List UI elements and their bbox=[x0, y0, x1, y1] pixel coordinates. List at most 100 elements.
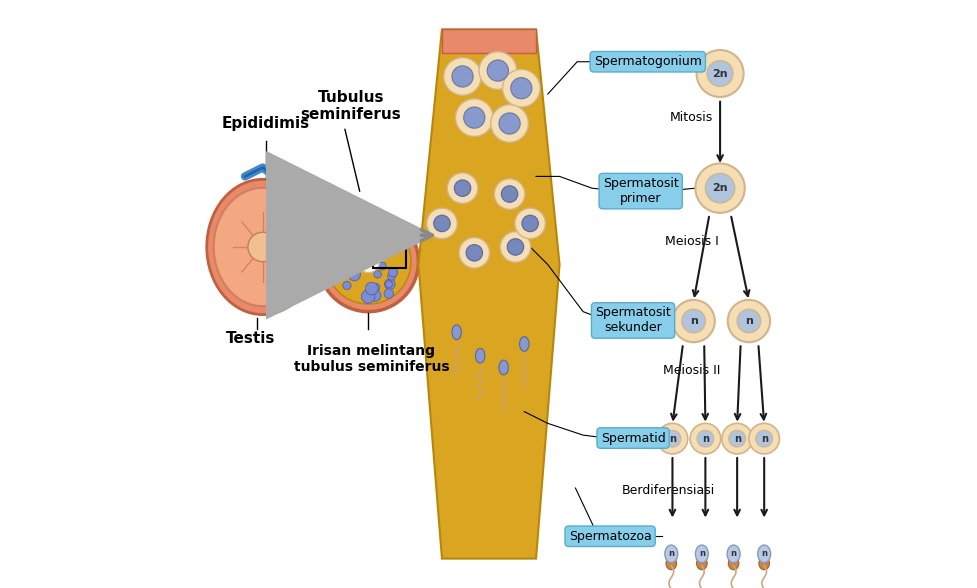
Circle shape bbox=[522, 215, 538, 232]
Circle shape bbox=[493, 179, 525, 209]
Text: n: n bbox=[699, 549, 704, 559]
Circle shape bbox=[507, 239, 523, 255]
Text: n: n bbox=[689, 316, 697, 326]
Ellipse shape bbox=[757, 545, 770, 563]
Circle shape bbox=[346, 245, 355, 254]
Circle shape bbox=[351, 266, 360, 275]
Circle shape bbox=[371, 283, 379, 292]
Ellipse shape bbox=[475, 348, 485, 363]
Circle shape bbox=[502, 69, 539, 107]
Circle shape bbox=[446, 173, 478, 203]
Ellipse shape bbox=[758, 557, 769, 570]
Text: n: n bbox=[744, 316, 752, 326]
Circle shape bbox=[387, 272, 395, 280]
Circle shape bbox=[479, 52, 516, 89]
Circle shape bbox=[696, 50, 743, 97]
Text: Spermatosit
primer: Spermatosit primer bbox=[602, 177, 678, 205]
Text: Mitosis: Mitosis bbox=[669, 111, 713, 124]
Circle shape bbox=[690, 423, 720, 454]
Text: Meiosis I: Meiosis I bbox=[664, 235, 718, 248]
Circle shape bbox=[721, 423, 751, 454]
Circle shape bbox=[348, 269, 360, 281]
Circle shape bbox=[378, 262, 386, 270]
Text: Testis: Testis bbox=[226, 330, 276, 346]
Circle shape bbox=[319, 212, 418, 312]
Text: Spermatid: Spermatid bbox=[600, 432, 664, 445]
Circle shape bbox=[748, 423, 779, 454]
Ellipse shape bbox=[696, 557, 706, 570]
Circle shape bbox=[466, 245, 482, 261]
Circle shape bbox=[657, 423, 687, 454]
Text: Meiosis II: Meiosis II bbox=[662, 364, 720, 377]
Circle shape bbox=[385, 280, 392, 288]
Circle shape bbox=[349, 255, 359, 265]
Circle shape bbox=[358, 250, 379, 273]
Circle shape bbox=[349, 249, 357, 258]
Circle shape bbox=[372, 242, 379, 250]
Text: n: n bbox=[760, 433, 767, 444]
Text: Spermatozoa: Spermatozoa bbox=[569, 530, 651, 543]
Text: n: n bbox=[668, 433, 675, 444]
Ellipse shape bbox=[206, 179, 319, 315]
FancyArrowPatch shape bbox=[267, 152, 433, 319]
Text: n: n bbox=[667, 549, 673, 559]
Text: n: n bbox=[701, 433, 708, 444]
Text: Berdiferensiasi: Berdiferensiasi bbox=[621, 485, 714, 497]
Circle shape bbox=[695, 163, 744, 213]
Text: Irisan melintang
tubulus seminiferus: Irisan melintang tubulus seminiferus bbox=[293, 343, 448, 374]
Circle shape bbox=[463, 107, 485, 128]
Text: n: n bbox=[730, 549, 736, 559]
Bar bbox=[373, 229, 405, 268]
Ellipse shape bbox=[726, 545, 740, 563]
Circle shape bbox=[348, 266, 358, 277]
Circle shape bbox=[728, 430, 744, 447]
Circle shape bbox=[697, 430, 713, 447]
Circle shape bbox=[663, 430, 680, 447]
Circle shape bbox=[342, 281, 351, 290]
Text: 2n: 2n bbox=[711, 68, 727, 79]
Circle shape bbox=[681, 309, 704, 333]
Text: Tubulus
seminiferus: Tubulus seminiferus bbox=[300, 89, 401, 122]
Text: n: n bbox=[760, 549, 766, 559]
Circle shape bbox=[247, 232, 277, 262]
Text: Spermatogonium: Spermatogonium bbox=[593, 55, 701, 68]
Circle shape bbox=[737, 309, 760, 333]
Circle shape bbox=[490, 105, 528, 142]
Ellipse shape bbox=[498, 360, 508, 375]
Circle shape bbox=[361, 290, 374, 303]
Circle shape bbox=[333, 239, 346, 252]
Circle shape bbox=[386, 240, 398, 252]
Circle shape bbox=[487, 60, 508, 81]
Circle shape bbox=[388, 268, 398, 277]
Circle shape bbox=[706, 61, 733, 86]
Circle shape bbox=[444, 58, 481, 95]
Circle shape bbox=[455, 99, 492, 136]
Polygon shape bbox=[418, 29, 559, 559]
Polygon shape bbox=[442, 29, 535, 53]
Circle shape bbox=[458, 238, 489, 268]
Circle shape bbox=[510, 78, 531, 99]
Circle shape bbox=[498, 113, 520, 134]
Circle shape bbox=[514, 208, 545, 239]
Circle shape bbox=[384, 289, 393, 298]
Circle shape bbox=[384, 279, 395, 289]
Circle shape bbox=[353, 222, 364, 234]
Ellipse shape bbox=[695, 545, 707, 563]
Circle shape bbox=[373, 270, 381, 278]
Ellipse shape bbox=[214, 188, 312, 306]
Ellipse shape bbox=[451, 325, 461, 340]
Circle shape bbox=[501, 186, 517, 202]
Circle shape bbox=[499, 232, 531, 262]
Text: Epididimis: Epididimis bbox=[221, 116, 310, 131]
Circle shape bbox=[426, 208, 457, 239]
Circle shape bbox=[433, 215, 449, 232]
Ellipse shape bbox=[664, 545, 677, 563]
Circle shape bbox=[365, 282, 378, 295]
Circle shape bbox=[451, 66, 473, 87]
Circle shape bbox=[373, 228, 384, 238]
Text: 2n: 2n bbox=[711, 183, 727, 193]
Circle shape bbox=[727, 300, 769, 342]
Circle shape bbox=[371, 226, 379, 234]
Circle shape bbox=[325, 219, 410, 304]
Circle shape bbox=[454, 180, 470, 196]
